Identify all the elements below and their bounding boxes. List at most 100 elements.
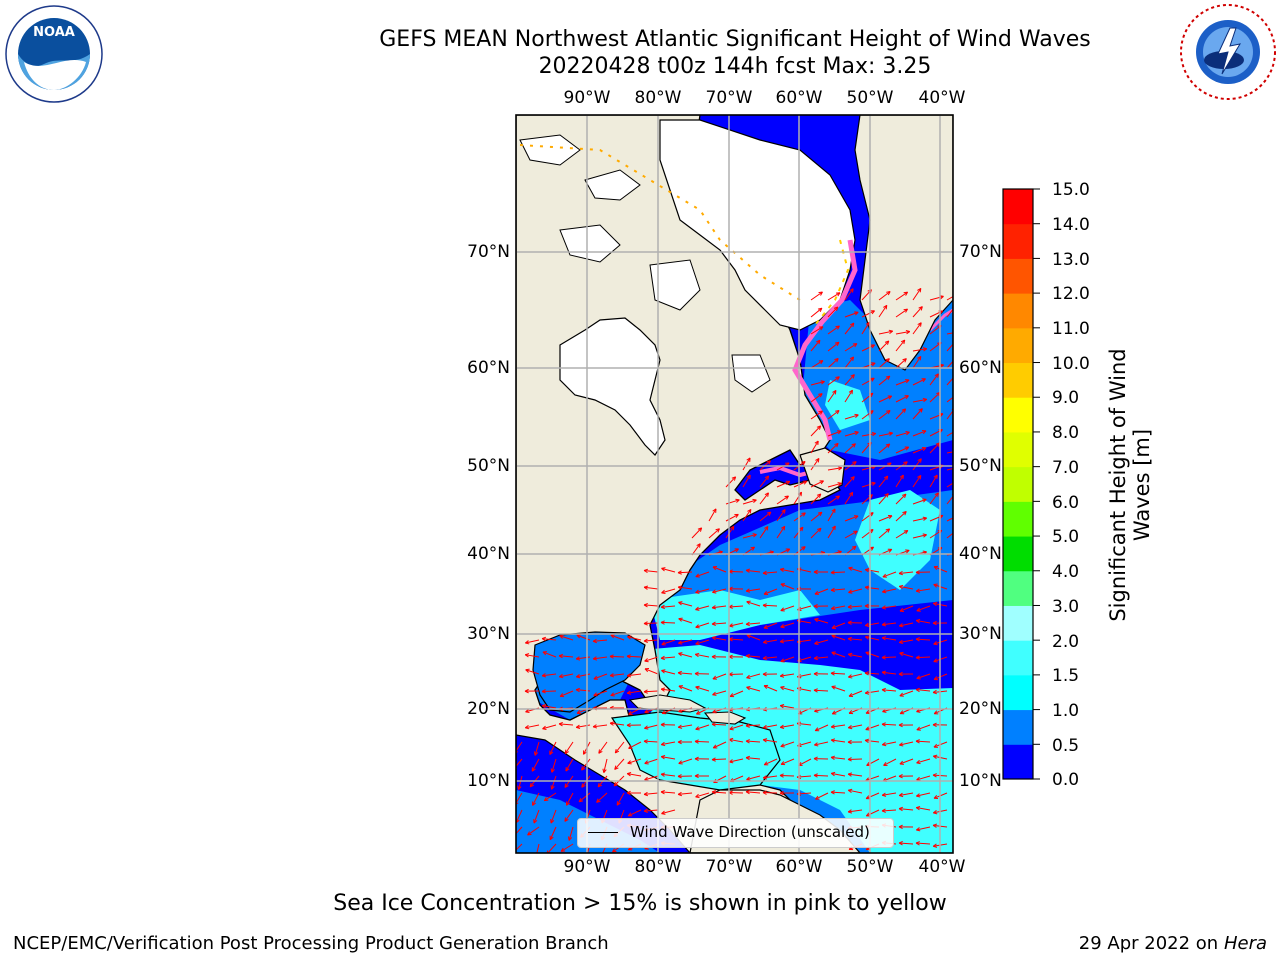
wind-wave-arrowhead (661, 589, 665, 594)
wind-wave-arrowhead (801, 546, 806, 548)
lon-tick-top: 70°W (705, 88, 753, 108)
wind-wave-arrowhead (763, 685, 768, 689)
wind-wave-arrowhead (899, 623, 903, 627)
wind-wave-arrowhead (735, 548, 739, 553)
wind-wave-arrowhead (643, 621, 648, 624)
wind-wave-arrowhead (923, 498, 927, 503)
wind-wave-arrowhead (933, 584, 937, 588)
lat-tick-left: 30°N (467, 624, 510, 644)
wind-wave-arrowhead (694, 673, 699, 676)
wind-wave-arrow (848, 773, 863, 777)
wind-wave-arrowhead (917, 458, 922, 462)
wind-wave-arrowhead (831, 635, 835, 639)
wind-wave-arrow (516, 843, 523, 851)
wind-wave-arrowhead (696, 543, 701, 547)
wind-wave-arrowhead (752, 533, 757, 535)
colorbar-tick: 0.5 (1052, 736, 1080, 756)
wind-wave-arrowhead (551, 786, 555, 790)
wind-wave-arrowhead (881, 622, 886, 626)
wind-wave-arrowhead (602, 768, 605, 773)
wind-wave-arrow (929, 392, 941, 403)
wind-wave-arrow (882, 622, 897, 626)
wind-wave-arrow (861, 362, 876, 369)
wind-wave-arrowhead (768, 460, 771, 465)
wind-wave-arrowhead (564, 783, 567, 788)
wind-wave-arrowhead (578, 800, 584, 803)
wind-wave-arrowhead (746, 600, 751, 603)
wind-wave-arrow (797, 605, 812, 611)
wind-wave-arrowhead (746, 686, 751, 688)
wind-wave-arrow (564, 741, 574, 754)
wind-wave-arrowhead (763, 738, 768, 741)
wind-wave-arrowhead (749, 509, 752, 514)
wind-wave-arrowhead (695, 686, 699, 690)
wind-wave-arrowhead (958, 450, 961, 452)
wind-wave-arrow (810, 527, 822, 539)
wind-wave-arrow (883, 758, 897, 766)
wind-wave-arrowhead (746, 686, 750, 691)
wind-wave-arrowhead (888, 329, 893, 332)
wind-wave-arrowhead (694, 653, 699, 658)
wind-wave-arrowhead (932, 810, 937, 814)
wind-wave-arrowhead (888, 431, 893, 434)
wind-wave-arrowhead (643, 586, 648, 590)
wind-wave-arrowhead (923, 517, 927, 521)
wind-wave-arrowhead (866, 762, 870, 766)
wind-wave-arrow (916, 792, 931, 797)
wind-wave-arrowhead (745, 621, 750, 625)
wind-wave-arrowhead (613, 781, 616, 787)
wind-wave-arrowhead (711, 637, 716, 641)
wind-wave-arrow (677, 571, 693, 574)
wind-wave-arrowhead (835, 409, 840, 412)
wind-wave-arrowhead (864, 585, 870, 588)
wind-wave-arrowhead (916, 675, 920, 679)
wind-wave-arrow (536, 843, 540, 853)
wind-wave-arrowhead (888, 395, 893, 400)
wind-wave-arrowhead (609, 722, 614, 726)
wind-wave-arrowhead (644, 760, 648, 764)
colorbar-tick: 3.0 (1052, 597, 1080, 617)
wind-wave-arrow (764, 758, 778, 766)
wind-wave-arrowhead (830, 589, 835, 593)
wind-wave-arrowhead (576, 710, 581, 714)
wind-wave-arrowhead (762, 775, 767, 779)
wind-wave-arrow (776, 495, 789, 505)
wind-wave-arrow (827, 292, 841, 301)
wind-wave-arrowhead (933, 641, 937, 645)
wind-wave-arrowhead (529, 784, 535, 788)
wind-wave-arrow (559, 673, 574, 678)
wind-wave-arrowhead (627, 812, 632, 817)
wind-wave-arrow (661, 741, 676, 746)
wind-wave-arrowhead (864, 586, 869, 590)
wind-wave-arrowhead (527, 833, 532, 836)
wind-wave-arrow (912, 322, 922, 335)
wind-wave-arrowhead (564, 817, 567, 822)
wind-wave-arrow (844, 431, 859, 437)
wind-wave-arrowhead (934, 492, 939, 496)
wind-wave-arrow (878, 475, 889, 488)
wind-wave-arrow (827, 482, 842, 488)
wind-wave-arrow (695, 686, 710, 692)
wind-wave-arrowhead (830, 738, 836, 741)
colorbar-swatch (1003, 570, 1033, 606)
wind-wave-arrowhead (898, 585, 903, 590)
wind-wave-arrowhead (745, 755, 750, 759)
wind-wave-arrowhead (818, 393, 823, 395)
wind-wave-arrow (878, 493, 889, 505)
wind-wave-arrow (844, 311, 859, 318)
wind-wave-arrow (763, 739, 778, 743)
wind-wave-arrowhead (906, 549, 910, 554)
colorbar-swatch (1003, 674, 1033, 711)
wind-wave-arrowhead (835, 376, 840, 378)
wind-wave-arrow (578, 792, 591, 803)
wind-wave-arrowhead (837, 292, 841, 297)
wind-wave-arrowhead (745, 723, 750, 727)
wind-wave-arrow (848, 653, 863, 658)
wind-wave-arrowhead (729, 693, 734, 697)
wind-wave-arrow (827, 467, 842, 471)
wind-wave-arrowhead (763, 761, 768, 766)
wind-wave-arrowhead (780, 704, 785, 707)
wind-wave-arrowhead (871, 546, 874, 551)
wind-wave-arrow (759, 511, 772, 522)
wind-wave-arrowhead (677, 572, 682, 575)
